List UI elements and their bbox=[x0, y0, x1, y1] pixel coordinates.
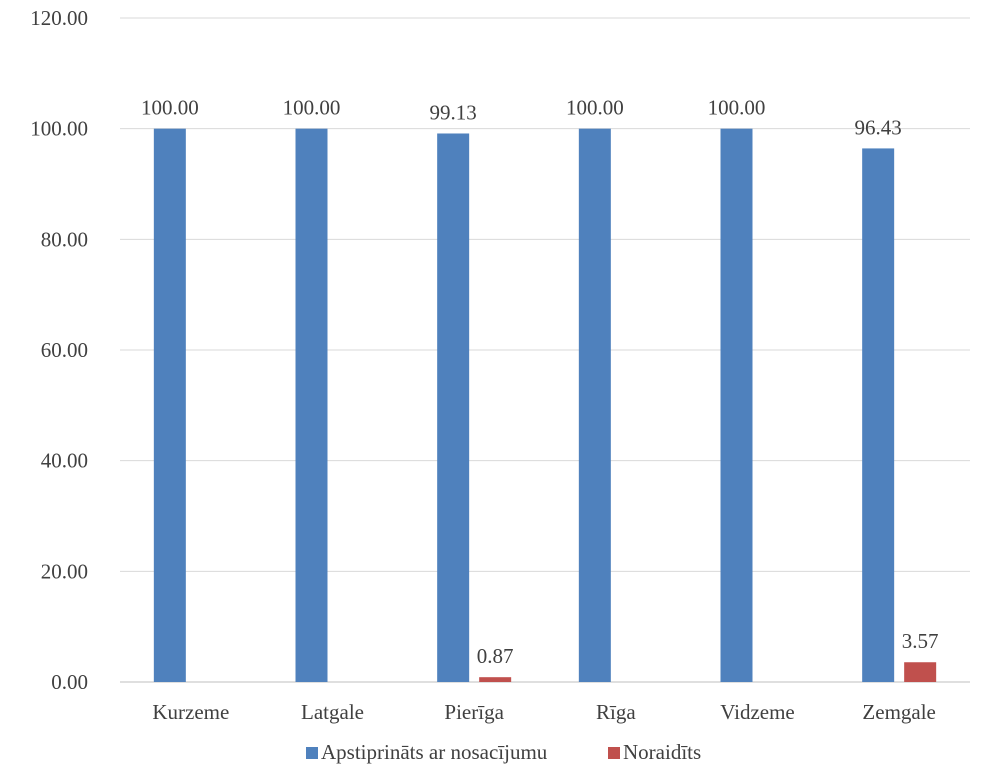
data-label: 100.00 bbox=[708, 96, 766, 120]
y-tick-label: 20.00 bbox=[41, 559, 88, 583]
x-category-label: Kurzeme bbox=[152, 700, 229, 724]
y-axis-ticks: 0.00 20.00 40.00 60.00 80.00 100.00 120.00 bbox=[30, 6, 88, 694]
bar-approved bbox=[295, 128, 328, 682]
data-label: 100.00 bbox=[283, 96, 341, 120]
data-labels: 100.00 100.00 99.13 0.87 100.00 100.00 96.43 3.… bbox=[141, 96, 939, 669]
bar-approved bbox=[153, 128, 186, 682]
data-label: 0.87 bbox=[477, 644, 514, 668]
legend: Apstiprināts ar nosacījumu Noraidīts bbox=[306, 740, 701, 764]
data-label: 100.00 bbox=[141, 96, 199, 120]
legend-swatch bbox=[306, 747, 318, 759]
legend-swatch bbox=[608, 747, 620, 759]
x-category-label: Rīga bbox=[596, 700, 636, 724]
data-label: 3.57 bbox=[902, 629, 939, 653]
x-category-label: Latgale bbox=[301, 700, 364, 724]
y-tick-label: 40.00 bbox=[41, 449, 88, 473]
bar-approved bbox=[578, 128, 611, 682]
data-label: 99.13 bbox=[430, 100, 477, 124]
y-tick-label: 120.00 bbox=[30, 6, 88, 30]
y-tick-label: 100.00 bbox=[30, 117, 88, 141]
x-axis-categories: Kurzeme Latgale Pierīga Rīga Vidzeme Zemgale bbox=[152, 700, 936, 724]
data-label: 96.43 bbox=[855, 115, 902, 139]
legend-label: Apstiprināts ar nosacījumu bbox=[321, 740, 548, 764]
legend-label: Noraidīts bbox=[623, 740, 701, 764]
gridlines bbox=[120, 17, 970, 683]
data-label: 100.00 bbox=[566, 96, 624, 120]
bar-rejected bbox=[479, 677, 512, 682]
bar-approved bbox=[437, 133, 470, 683]
bar-rejected bbox=[904, 662, 937, 682]
x-category-label: Vidzeme bbox=[720, 700, 795, 724]
y-tick-label: 0.00 bbox=[51, 670, 88, 694]
y-tick-label: 80.00 bbox=[41, 227, 88, 251]
x-category-label: Zemgale bbox=[862, 700, 935, 724]
bar-approved bbox=[720, 128, 753, 682]
y-tick-label: 60.00 bbox=[41, 338, 88, 362]
bar-approved bbox=[862, 148, 895, 683]
bars bbox=[153, 128, 937, 683]
x-category-label: Pierīga bbox=[444, 700, 504, 724]
